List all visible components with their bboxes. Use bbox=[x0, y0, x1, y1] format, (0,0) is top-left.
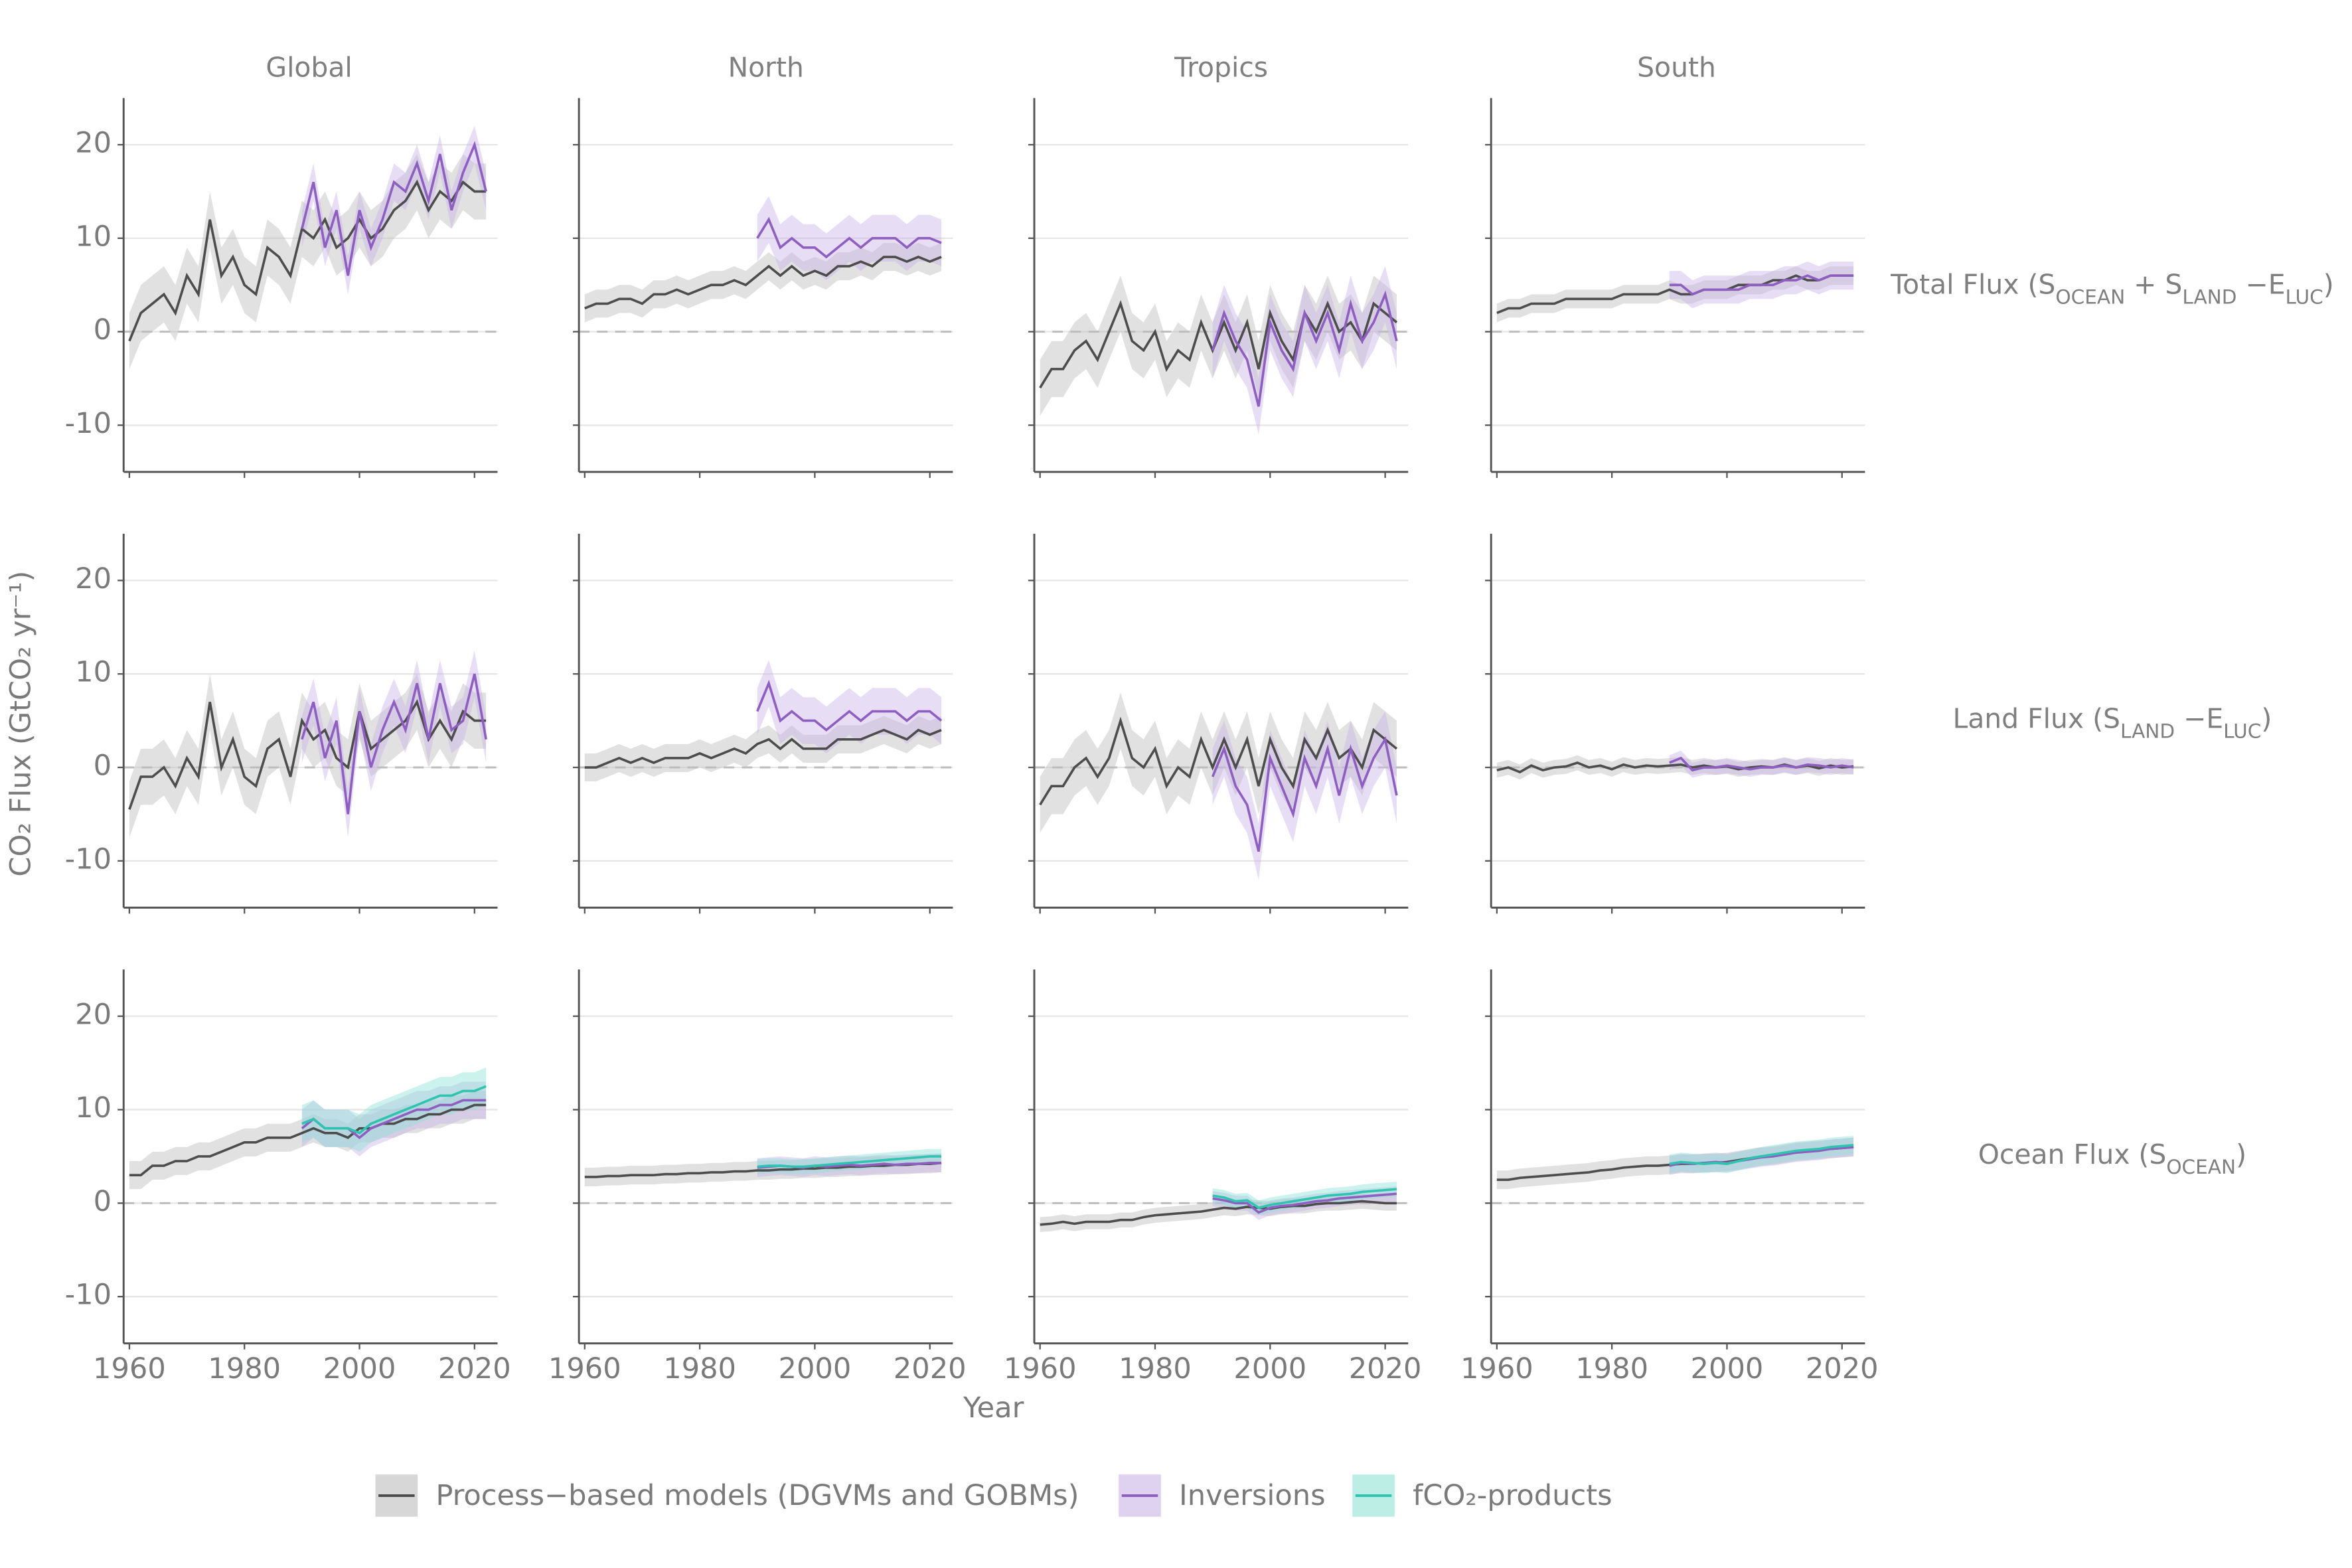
row-title-part: Land Flux (S bbox=[1952, 703, 2120, 735]
series-line bbox=[757, 1155, 942, 1168]
series-line bbox=[1669, 1144, 1854, 1166]
row-title-part: −E bbox=[2175, 703, 2223, 735]
series-line bbox=[301, 141, 487, 276]
row-title-part: OCEAN bbox=[2055, 285, 2125, 308]
row-title-part: LUC bbox=[2223, 720, 2261, 742]
row-title: Land Flux (SLAND −ELUC) bbox=[1952, 703, 2272, 743]
series-line bbox=[584, 256, 942, 310]
uncertainty-band bbox=[1496, 266, 1854, 323]
uncertainty-band bbox=[584, 716, 942, 782]
y-tick-label: -10 bbox=[65, 1279, 112, 1312]
uncertainty-band bbox=[129, 674, 487, 838]
y-tick-label: 20 bbox=[75, 127, 112, 160]
x-tick-label: 1980 bbox=[208, 1352, 281, 1385]
y-tick-label: 10 bbox=[75, 1091, 112, 1125]
row-title-part: ) bbox=[2261, 703, 2272, 735]
series-line bbox=[128, 179, 487, 342]
y-tick-label: 10 bbox=[75, 220, 112, 253]
series-line bbox=[1039, 300, 1398, 389]
x-tick-label: 1960 bbox=[548, 1352, 621, 1385]
y-tick-label: 0 bbox=[94, 1185, 112, 1218]
y-tick-label: -10 bbox=[65, 407, 112, 440]
x-tick-label: 1980 bbox=[1575, 1352, 1648, 1385]
y-tick-label: 0 bbox=[94, 313, 112, 347]
column-title: Tropics bbox=[1174, 51, 1268, 83]
y-axis-title: CO₂ Flux (GtCO₂ yr⁻¹) bbox=[5, 571, 38, 877]
series-line bbox=[301, 673, 487, 815]
series-line bbox=[301, 1085, 487, 1135]
x-tick-label: 2000 bbox=[779, 1352, 852, 1385]
y-tick-label: 20 bbox=[75, 998, 112, 1031]
y-tick-label: 10 bbox=[75, 656, 112, 689]
uncertainty-band bbox=[301, 651, 487, 838]
y-tick-label: -10 bbox=[65, 842, 112, 876]
row-title-part: −E bbox=[2236, 269, 2285, 301]
y-tick-label: 0 bbox=[94, 749, 112, 783]
x-tick-label: 2020 bbox=[1349, 1352, 1422, 1385]
x-tick-label: 1980 bbox=[663, 1352, 736, 1385]
x-axis-title: Year bbox=[963, 1391, 1024, 1425]
uncertainty-band bbox=[1496, 755, 1854, 780]
row-title-part: ) bbox=[2323, 269, 2334, 301]
x-tick-label: 1960 bbox=[1004, 1352, 1077, 1385]
series-line bbox=[1496, 274, 1854, 315]
x-tick-label: 1960 bbox=[93, 1352, 166, 1385]
row-title-part: OCEAN bbox=[2166, 1155, 2236, 1178]
uncertainty-band bbox=[584, 242, 942, 323]
row-title-part: LUC bbox=[2286, 285, 2323, 308]
series-line bbox=[1040, 1200, 1397, 1226]
row-title-part: ) bbox=[2236, 1138, 2246, 1170]
x-tick-label: 1980 bbox=[1119, 1352, 1192, 1385]
x-tick-label: 2020 bbox=[894, 1352, 967, 1385]
series-line bbox=[1212, 1188, 1397, 1210]
series-line bbox=[584, 1162, 942, 1178]
uncertainty-band bbox=[129, 1091, 487, 1190]
x-tick-label: 2000 bbox=[1233, 1352, 1306, 1385]
legend-label: Inversions bbox=[1179, 1479, 1326, 1512]
series-line bbox=[1669, 756, 1854, 772]
series-line bbox=[1669, 274, 1854, 296]
series-line bbox=[1211, 290, 1398, 407]
row-title: Ocean Flux (SOCEAN) bbox=[1978, 1138, 2246, 1178]
x-tick-label: 2000 bbox=[1691, 1352, 1764, 1385]
x-tick-label: 1960 bbox=[1460, 1352, 1533, 1385]
series-line bbox=[1039, 716, 1398, 806]
series-line bbox=[756, 679, 943, 732]
row-title-part: LAND bbox=[2120, 720, 2175, 742]
x-tick-label: 2000 bbox=[323, 1352, 396, 1385]
legend-label: fCO₂-products bbox=[1413, 1479, 1612, 1512]
x-tick-label: 2020 bbox=[1806, 1352, 1879, 1385]
row-title: Total Flux (SOCEAN + SLAND −ELUC) bbox=[1890, 269, 2334, 309]
uncertainty-band bbox=[301, 125, 487, 295]
row-title-part: + S bbox=[2125, 269, 2182, 301]
uncertainty-band bbox=[301, 1067, 487, 1152]
uncertainty-band bbox=[757, 660, 942, 753]
series-line bbox=[584, 728, 942, 769]
row-title-part: Ocean Flux (S bbox=[1978, 1138, 2167, 1170]
row-title-part: Total Flux (S bbox=[1890, 269, 2055, 301]
column-title: South bbox=[1637, 51, 1716, 83]
series-line bbox=[1211, 736, 1398, 852]
uncertainty-band bbox=[1040, 275, 1397, 416]
column-title: North bbox=[728, 51, 804, 83]
legend-label: Process−based models (DGVMs and GOBMs) bbox=[435, 1479, 1079, 1512]
x-tick-label: 2020 bbox=[438, 1352, 511, 1385]
column-title: Global bbox=[266, 51, 352, 83]
row-title-part: LAND bbox=[2182, 285, 2236, 308]
uncertainty-band bbox=[1669, 750, 1854, 778]
series-line bbox=[1212, 1192, 1397, 1214]
series-line bbox=[129, 1103, 487, 1176]
y-tick-label: 20 bbox=[75, 562, 112, 595]
series-line bbox=[756, 216, 942, 259]
uncertainty-band bbox=[1669, 1135, 1854, 1174]
